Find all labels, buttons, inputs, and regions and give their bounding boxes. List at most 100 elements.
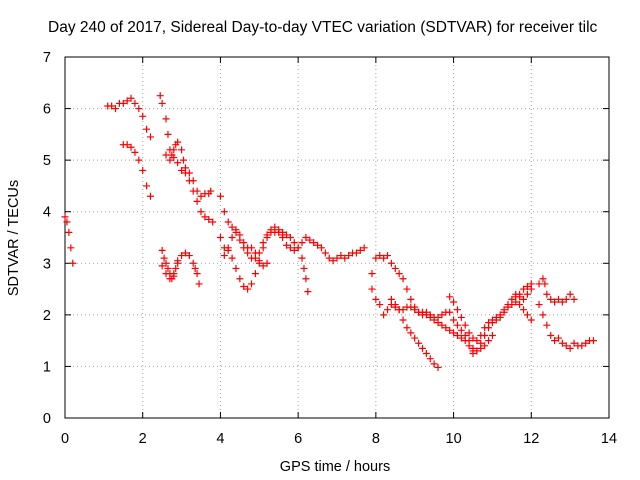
data-point: [527, 285, 535, 293]
data-point: [193, 270, 201, 278]
data-point: [566, 344, 574, 352]
data-point: [304, 288, 312, 296]
data-point: [146, 133, 154, 141]
data-point: [512, 298, 520, 306]
data-point: [562, 295, 570, 303]
data-point: [345, 252, 353, 260]
data-point: [240, 282, 248, 290]
data-point: [143, 125, 151, 133]
data-point: [197, 192, 205, 200]
data-point: [426, 355, 434, 363]
data-point: [251, 270, 259, 278]
data-point: [201, 213, 209, 221]
data-point: [391, 264, 399, 272]
data-point: [539, 311, 547, 319]
data-point: [178, 146, 186, 154]
data-point: [477, 339, 485, 347]
data-point: [380, 254, 388, 262]
plot-frame: [64, 56, 610, 419]
data-point: [551, 298, 559, 306]
data-point: [263, 234, 271, 241]
data-point: [356, 246, 364, 254]
data-point: [259, 244, 267, 252]
data-point: [469, 350, 477, 358]
data-point: [191, 264, 199, 272]
data-point: [69, 259, 77, 267]
data-point: [500, 308, 508, 316]
data-point: [333, 254, 341, 262]
data-point: [457, 326, 465, 334]
series-seg11: [279, 234, 368, 265]
data-point: [156, 92, 164, 100]
data-point: [172, 264, 180, 272]
data-point: [407, 295, 415, 303]
data-point: [123, 141, 131, 149]
data-point: [216, 192, 224, 200]
data-point: [162, 151, 170, 159]
data-point: [286, 244, 294, 252]
data-point: [457, 334, 465, 342]
data-point: [473, 337, 481, 345]
grid: [65, 57, 609, 418]
data-point: [399, 306, 407, 314]
data-point: [578, 342, 586, 350]
data-point: [170, 154, 178, 162]
data-point: [434, 319, 442, 327]
data-point: [403, 324, 411, 332]
data-point: [143, 182, 151, 190]
data-point: [426, 313, 434, 321]
data-point: [418, 308, 426, 316]
data-point: [523, 311, 531, 319]
data-point: [321, 249, 329, 257]
data-point: [372, 295, 380, 303]
data-point: [67, 244, 75, 252]
data-point: [63, 218, 71, 226]
series-seg15: [446, 280, 535, 345]
data-point: [547, 331, 555, 339]
data-point: [251, 249, 259, 257]
data-point: [267, 226, 275, 234]
data-point: [325, 254, 333, 262]
data-point: [131, 148, 139, 156]
series-seg5: [162, 151, 217, 226]
series-seg8: [216, 192, 312, 296]
data-point: [65, 228, 73, 236]
data-point: [282, 231, 290, 239]
data-point: [290, 246, 298, 254]
data-point: [488, 331, 496, 339]
data-point: [450, 298, 458, 306]
data-point: [174, 259, 182, 267]
data-point: [516, 301, 524, 309]
data-point: [485, 324, 493, 332]
data-point: [554, 295, 562, 303]
data-point: [232, 226, 240, 234]
data-point: [539, 275, 547, 283]
data-point: [139, 112, 147, 120]
data-point: [488, 319, 496, 327]
data-point: [516, 293, 524, 301]
series-seg16: [469, 298, 535, 358]
data-point: [164, 130, 172, 138]
data-point: [387, 259, 395, 267]
data-point: [228, 254, 236, 262]
data-point: [496, 313, 504, 321]
y-tick-label: 1: [43, 359, 51, 375]
data-point: [481, 342, 489, 350]
data-point: [119, 99, 127, 107]
x-tick-label: 14: [601, 431, 617, 447]
data-point: [244, 285, 252, 293]
data-point: [508, 301, 516, 309]
data-series: [61, 92, 597, 371]
data-point: [543, 290, 551, 298]
data-point: [469, 334, 477, 342]
data-point: [300, 264, 308, 272]
data-point: [485, 337, 493, 345]
data-point: [558, 339, 566, 347]
data-point: [434, 363, 442, 371]
x-axis-label: GPS time / hours: [280, 459, 390, 475]
data-point: [189, 259, 197, 267]
data-point: [407, 303, 415, 311]
series-seg10: [220, 226, 271, 270]
data-point: [306, 236, 314, 244]
